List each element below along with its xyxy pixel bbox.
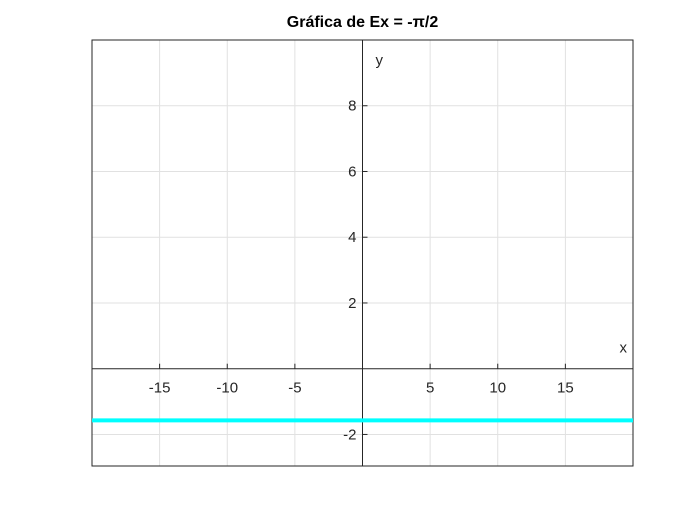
x-tick-label: -5 — [288, 380, 301, 397]
y-tick-label: 6 — [348, 163, 356, 180]
x-tick-label: -15 — [149, 380, 171, 397]
x-axis-label: x — [620, 340, 628, 357]
y-tick-label: 8 — [348, 98, 356, 115]
y-tick-label: 4 — [348, 229, 356, 246]
y-axis-label: y — [376, 52, 384, 69]
x-tick-label: 15 — [557, 380, 574, 397]
x-tick-label: 10 — [489, 380, 506, 397]
x-tick-label: 5 — [426, 380, 434, 397]
chart-title: Gráfica de Ex = -π/2 — [286, 14, 439, 31]
y-tick-label: 2 — [348, 295, 356, 312]
x-tick-label: -10 — [216, 380, 238, 397]
y-tick-label: -2 — [343, 426, 356, 443]
